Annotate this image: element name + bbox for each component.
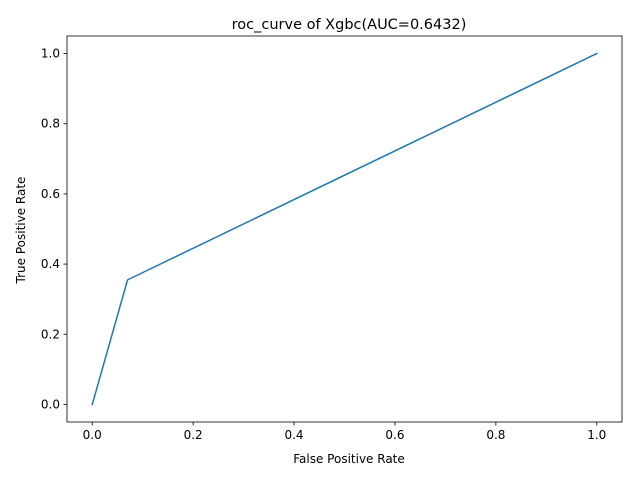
y-tick-label: 0.6: [41, 187, 60, 201]
y-tick-label: 0.2: [41, 327, 60, 341]
y-tick-label: 0.4: [41, 257, 60, 271]
y-tick-label: 1.0: [41, 47, 60, 61]
x-axis-label: False Positive Rate: [293, 452, 405, 466]
series-line-0: [91, 52, 598, 406]
y-tick-label: 0.8: [41, 117, 60, 131]
x-tick-label: 0.2: [184, 428, 203, 442]
y-axis-label: True Positive Rate: [14, 177, 28, 285]
chart-title: roc_curve of Xgbc(AUC=0.6432): [232, 17, 467, 33]
x-tick-label: 0.4: [284, 428, 303, 442]
x-tick-label: 0.8: [486, 428, 505, 442]
axes-frame: [66, 35, 623, 423]
plot-area: 0.0 0.2 0.4 0.6 0.8 1.0 0.0 0.2 0.4 0.6 0.8 1.0: [41, 35, 623, 442]
x-tick-label: 0.0: [83, 428, 102, 442]
y-tick-label: 0.0: [41, 397, 60, 411]
x-tick-label: 1.0: [587, 428, 606, 442]
x-tick-label: 0.6: [385, 428, 404, 442]
